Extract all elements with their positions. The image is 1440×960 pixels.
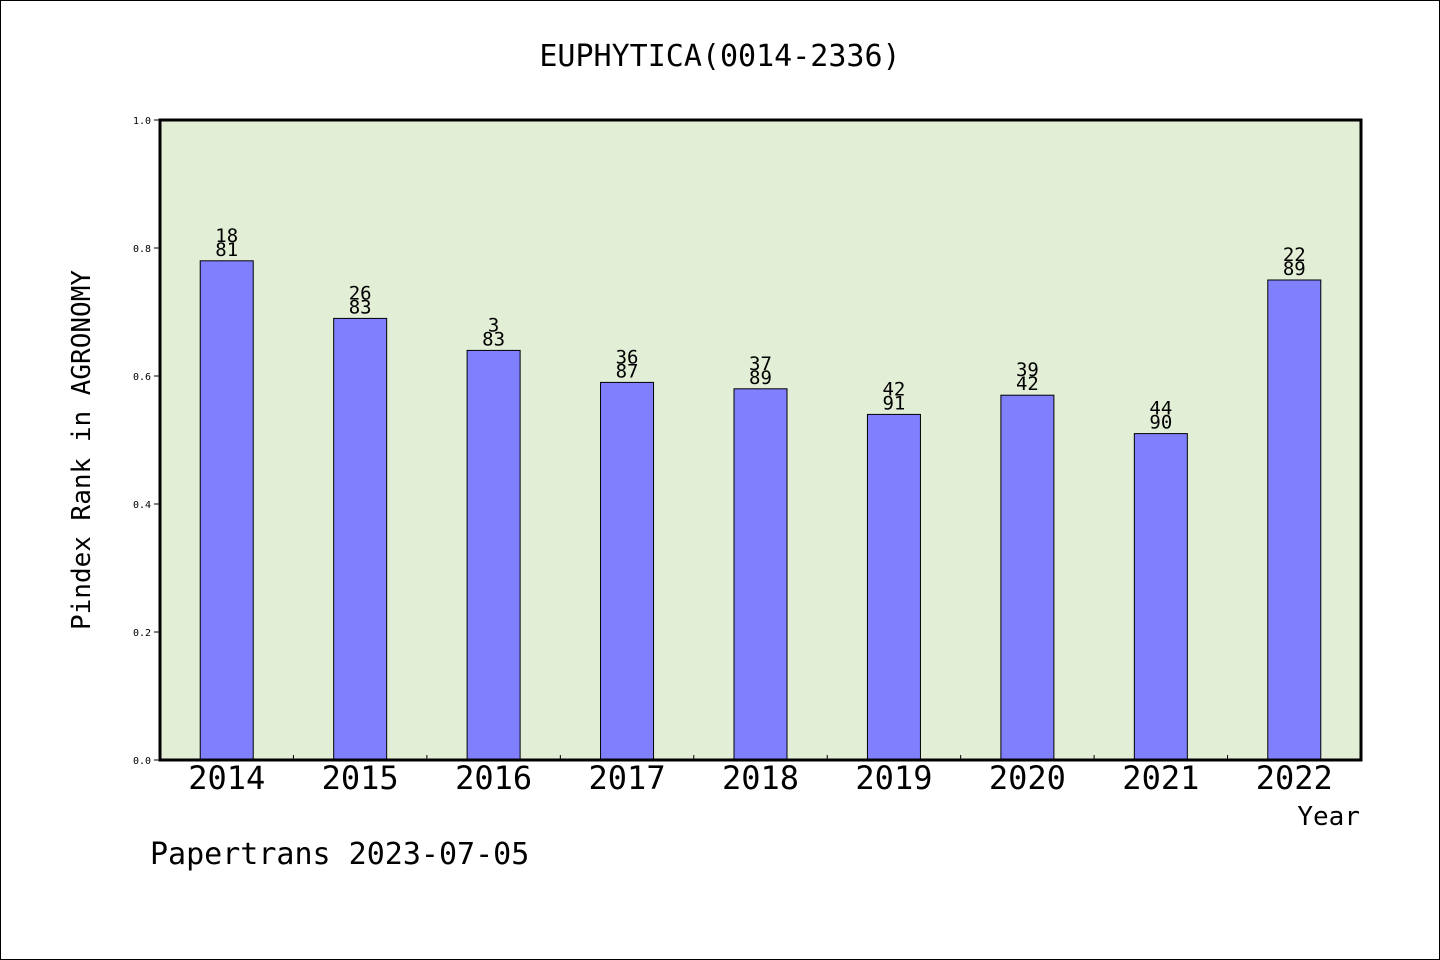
x-tick-label: 2021 [1122,759,1199,797]
x-tick-label: 2018 [722,759,799,797]
x-axis-label: Year [1297,802,1360,832]
y-tick-label: 1.0 [133,116,151,127]
bar-total-label: 83 [482,328,505,350]
chart-title: EUPHYTICA(0014-2336) [539,39,900,74]
x-tick-label: 2022 [1256,759,1333,797]
x-tick-label: 2019 [855,759,932,797]
y-tick-label: 0.2 [133,628,151,639]
plot-border [158,118,1363,762]
bar-total-label: 90 [1149,412,1172,434]
y-tick-label: 0.6 [133,372,151,383]
bar-2015 [333,317,388,761]
y-tick-label: 0.8 [133,244,151,255]
bar-total-label: 42 [1016,373,1039,395]
x-tick-label: 2020 [989,759,1066,797]
bar-total-label: 91 [882,392,905,414]
bar-2016 [466,349,521,761]
bar-total-label: 89 [749,367,772,389]
bar-rank-label: 26 [349,282,372,304]
bar-total-label: 81 [215,239,238,261]
bar-rank-label: 39 [1016,359,1039,381]
x-tick-label: 2017 [589,759,666,797]
y-axis-label: Pindex Rank in AGRONOMY [67,270,97,630]
x-axis: 2014 2015 2016 2017 2018 2019 2020 2021 2022 [188,755,1333,797]
bar-2014 [199,260,254,761]
bar-total-label: 87 [616,360,639,382]
bar-rank-label: 37 [749,353,772,375]
bar-rank-label: 44 [1149,398,1172,420]
x-tick-label: 2015 [322,759,399,797]
footer-text: Papertrans 2023-07-05 [150,837,529,872]
bar-2019 [866,413,921,761]
bar-2017 [600,381,655,761]
bar-rank-label: 3 [488,314,499,336]
bar-rank-label: 36 [616,346,639,368]
bar-2018 [733,388,788,761]
y-tick-label: 0.0 [133,756,151,767]
bar-rank-label: 18 [215,225,238,247]
bar-2021 [1133,433,1188,761]
x-tick-label: 2016 [455,759,532,797]
y-tick-label: 0.4 [133,500,151,511]
bars-group [199,260,1322,761]
y-axis: 0.0 0.2 0.4 0.6 0.8 1.0 [133,116,160,767]
bar-total-label: 83 [349,296,372,318]
bar-rank-label: 42 [882,378,905,400]
x-tick-label: 2014 [188,759,265,797]
bar-2020 [1000,394,1055,761]
bar-2022 [1267,279,1322,761]
bar-total-label: 89 [1283,258,1306,280]
bar-rank-label: 22 [1283,244,1306,266]
